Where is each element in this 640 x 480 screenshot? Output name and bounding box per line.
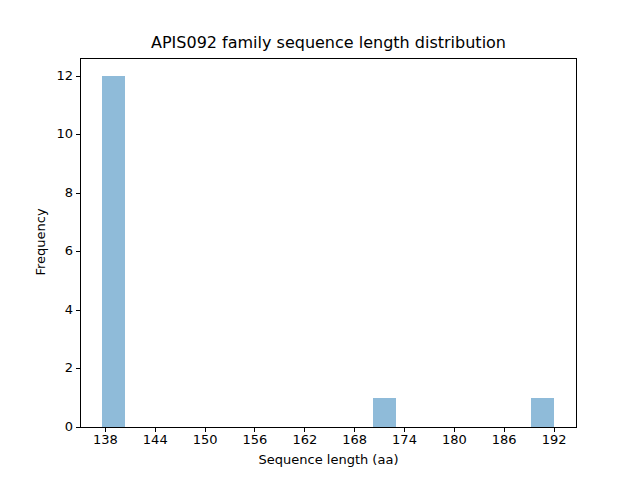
plot-area [80,58,577,428]
histogram-bar [373,398,395,427]
y-tick [76,251,80,252]
y-tick-label: 6 [28,244,73,258]
y-tick-label: 2 [28,361,73,375]
y-tick [76,310,80,311]
y-tick [76,134,80,135]
x-axis-label: Sequence length (aa) [80,452,577,467]
histogram-bar [102,76,124,427]
y-tick-label: 10 [28,127,73,141]
y-tick-label: 8 [28,186,73,200]
x-tick-label: 192 [524,433,584,447]
histogram-bar [531,398,553,427]
y-tick [76,76,80,77]
y-tick [76,368,80,369]
y-tick-label: 12 [28,69,73,83]
histogram-figure: APIS092 family sequence length distribut… [0,0,640,480]
chart-title: APIS092 family sequence length distribut… [80,33,577,52]
y-tick [76,427,80,428]
y-axis-label: Frequency [33,208,48,275]
y-tick [76,193,80,194]
y-tick-label: 0 [28,420,73,434]
y-tick-label: 4 [28,303,73,317]
